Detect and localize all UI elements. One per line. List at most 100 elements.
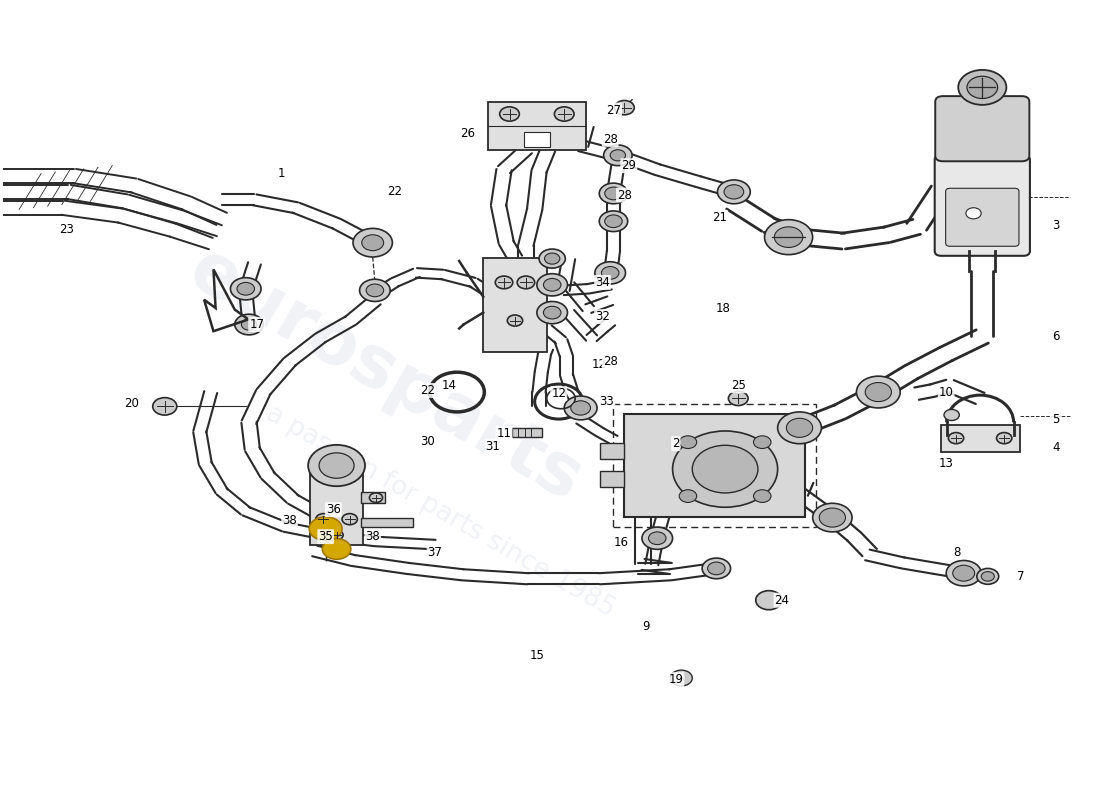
- Text: 36: 36: [326, 503, 341, 516]
- Text: 3: 3: [1052, 218, 1059, 232]
- Circle shape: [600, 183, 628, 204]
- Circle shape: [153, 398, 177, 415]
- Circle shape: [309, 517, 342, 541]
- Circle shape: [595, 262, 626, 284]
- Text: 14: 14: [442, 379, 456, 392]
- Circle shape: [342, 514, 358, 525]
- Text: 24: 24: [774, 594, 790, 606]
- Bar: [601, 471, 625, 487]
- Circle shape: [615, 101, 635, 114]
- Circle shape: [543, 306, 561, 319]
- Text: 4: 4: [1052, 441, 1059, 454]
- Text: 18: 18: [715, 302, 730, 315]
- Text: a passion for parts since 1985: a passion for parts since 1985: [262, 400, 619, 622]
- Text: 12: 12: [551, 387, 566, 400]
- Circle shape: [236, 282, 254, 295]
- Bar: [310, 470, 363, 545]
- Text: 8: 8: [954, 546, 960, 559]
- Circle shape: [692, 446, 758, 493]
- Circle shape: [544, 253, 560, 264]
- Circle shape: [707, 562, 725, 574]
- Text: 28: 28: [603, 355, 617, 368]
- Text: 32: 32: [595, 310, 610, 323]
- Text: 23: 23: [58, 222, 74, 236]
- Text: 33: 33: [600, 395, 614, 408]
- FancyBboxPatch shape: [946, 188, 1019, 246]
- Text: 30: 30: [420, 435, 434, 448]
- Bar: [487, 102, 586, 150]
- Text: 22: 22: [420, 384, 434, 397]
- Circle shape: [537, 274, 568, 296]
- Circle shape: [786, 418, 813, 438]
- Circle shape: [322, 538, 351, 559]
- Text: 17: 17: [250, 318, 264, 331]
- Text: 26: 26: [461, 127, 475, 140]
- Circle shape: [605, 215, 623, 228]
- Bar: [625, 414, 805, 517]
- Text: 22: 22: [387, 186, 403, 198]
- Circle shape: [702, 558, 730, 578]
- Circle shape: [602, 266, 619, 279]
- Circle shape: [778, 412, 822, 444]
- Circle shape: [605, 187, 623, 200]
- FancyBboxPatch shape: [935, 155, 1030, 256]
- Bar: [361, 492, 385, 503]
- Text: 38: 38: [282, 514, 297, 527]
- Circle shape: [308, 445, 365, 486]
- Circle shape: [756, 590, 782, 610]
- Circle shape: [813, 503, 852, 532]
- Bar: [614, 404, 816, 527]
- Circle shape: [967, 76, 998, 98]
- Circle shape: [517, 276, 535, 289]
- Circle shape: [966, 208, 981, 219]
- Text: 34: 34: [595, 276, 610, 289]
- Bar: [483, 258, 547, 351]
- Circle shape: [724, 185, 744, 199]
- Circle shape: [571, 401, 591, 415]
- Circle shape: [946, 561, 981, 586]
- Bar: [940, 426, 1020, 453]
- Circle shape: [944, 410, 959, 421]
- Text: 11: 11: [496, 427, 512, 440]
- Text: 6: 6: [1052, 330, 1059, 343]
- Text: 19: 19: [669, 673, 683, 686]
- FancyBboxPatch shape: [935, 96, 1030, 162]
- Circle shape: [764, 220, 813, 254]
- Circle shape: [953, 566, 975, 581]
- Text: 13: 13: [938, 457, 954, 470]
- Text: 1: 1: [278, 167, 286, 180]
- Text: 7: 7: [1016, 570, 1024, 583]
- Circle shape: [499, 107, 519, 121]
- Circle shape: [774, 227, 803, 247]
- Text: 21: 21: [712, 210, 727, 224]
- Circle shape: [642, 527, 672, 550]
- Circle shape: [316, 514, 331, 525]
- Circle shape: [754, 436, 771, 449]
- Circle shape: [330, 530, 343, 540]
- Circle shape: [370, 493, 383, 502]
- Circle shape: [362, 234, 384, 250]
- Circle shape: [717, 180, 750, 204]
- Bar: [512, 428, 542, 438]
- Circle shape: [543, 278, 561, 291]
- Circle shape: [981, 571, 994, 581]
- Text: 20: 20: [124, 398, 140, 410]
- Circle shape: [600, 211, 628, 231]
- Circle shape: [564, 396, 597, 420]
- Text: 29: 29: [621, 159, 636, 172]
- Circle shape: [649, 532, 666, 545]
- Circle shape: [754, 490, 771, 502]
- Circle shape: [672, 431, 778, 507]
- Circle shape: [670, 670, 692, 686]
- Bar: [524, 132, 550, 146]
- Text: 28: 28: [603, 133, 617, 146]
- Circle shape: [820, 508, 846, 527]
- Text: 25: 25: [730, 379, 746, 392]
- Text: 38: 38: [365, 530, 381, 543]
- Circle shape: [366, 284, 384, 297]
- Text: 10: 10: [938, 386, 954, 398]
- Circle shape: [495, 276, 513, 289]
- Circle shape: [604, 145, 632, 166]
- Circle shape: [241, 319, 256, 330]
- Circle shape: [948, 433, 964, 444]
